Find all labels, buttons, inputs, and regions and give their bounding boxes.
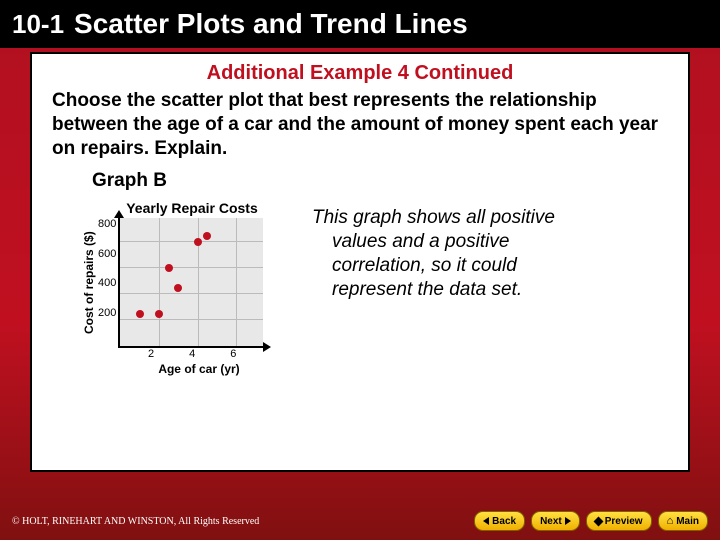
data-point (203, 232, 211, 240)
chapter-number: 10-1 (12, 9, 64, 40)
copyright: © HOLT, RINEHART AND WINSTON, All Rights… (12, 516, 259, 527)
back-button[interactable]: Back (474, 511, 525, 531)
content-box: Additional Example 4 Continued Choose th… (30, 52, 690, 472)
next-button[interactable]: Next (531, 511, 580, 531)
xtick: 4 (189, 348, 195, 360)
lesson-title: Scatter Plots and Trend Lines (74, 8, 468, 40)
home-icon: ⌂ (667, 515, 674, 527)
plot-area (118, 218, 263, 348)
data-point (155, 310, 163, 318)
prompt-text: Choose the scatter plot that best repres… (52, 89, 668, 160)
data-point (194, 238, 202, 246)
ytick (113, 336, 116, 348)
y-axis-arrow-icon (114, 210, 124, 218)
header-bar: 10-1 Scatter Plots and Trend Lines (0, 0, 720, 48)
main-button[interactable]: ⌂Main (658, 511, 708, 531)
slide: 10-1 Scatter Plots and Trend Lines Addit… (0, 0, 720, 540)
data-point (165, 264, 173, 272)
triangle-right-icon (565, 517, 571, 525)
nav-buttons: Back Next Preview ⌂Main (474, 511, 708, 531)
subtitle: Additional Example 4 Continued (52, 62, 668, 85)
preview-button[interactable]: Preview (586, 511, 652, 531)
chart-title: Yearly Repair Costs (102, 200, 282, 216)
ytick: 800 (98, 218, 116, 230)
ytick: 600 (98, 248, 116, 260)
x-axis-label: Age of car (yr) (116, 362, 282, 376)
y-axis-label: Cost of repairs ($) (82, 218, 96, 348)
y-axis-ticks: 800 600 400 200 (96, 218, 118, 348)
footer: © HOLT, RINEHART AND WINSTON, All Rights… (0, 502, 720, 540)
explanation-text: This graph shows all positive values and… (312, 206, 602, 376)
triangle-left-icon (483, 517, 489, 525)
data-point (174, 284, 182, 292)
ytick: 400 (98, 277, 116, 289)
graph-area: Yearly Repair Costs Cost of repairs ($) … (82, 200, 668, 376)
graph-label: Graph B (92, 170, 668, 192)
data-point (136, 310, 144, 318)
scatter-chart: Yearly Repair Costs Cost of repairs ($) … (82, 200, 282, 376)
main-label: Main (676, 516, 699, 527)
xtick: 2 (148, 348, 154, 360)
ytick: 200 (98, 307, 116, 319)
preview-label: Preview (605, 516, 643, 527)
x-axis-arrow-icon (263, 342, 271, 352)
next-label: Next (540, 516, 562, 527)
x-axis-ticks: 2 4 6 (116, 348, 282, 360)
back-label: Back (492, 516, 516, 527)
xtick: 6 (230, 348, 236, 360)
diamond-icon (593, 516, 603, 526)
